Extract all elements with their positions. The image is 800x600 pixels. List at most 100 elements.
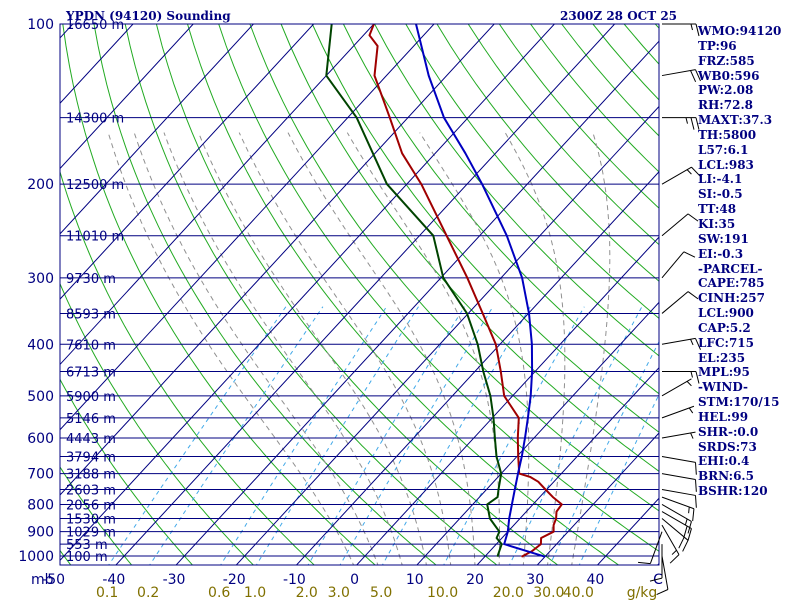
mixing-ratio-label: 40.0 bbox=[563, 585, 594, 600]
sounding-profiles bbox=[325, 24, 563, 558]
height-label: 4443 m bbox=[66, 432, 116, 447]
mixing-ratio-line bbox=[108, 306, 287, 565]
index-item: -PARCEL- bbox=[698, 261, 763, 276]
mixing-ratio-line bbox=[443, 306, 585, 565]
moist-adiabat-line bbox=[504, 132, 566, 565]
wind-barb bbox=[661, 166, 701, 185]
index-item: KI:35 bbox=[698, 216, 736, 231]
mixing-ratio-label: 2.0 bbox=[296, 585, 318, 600]
height-label: 3794 m bbox=[66, 450, 116, 465]
parcel-trace bbox=[415, 24, 546, 558]
pressure-tick-label: 400 bbox=[27, 337, 54, 353]
wind-barb bbox=[661, 504, 692, 534]
wind-barb bbox=[662, 371, 700, 384]
index-item: BRN:6.5 bbox=[698, 469, 754, 484]
height-label: 1029 m bbox=[66, 526, 116, 541]
isotherm-line bbox=[60, 24, 435, 431]
wind-barb bbox=[638, 531, 663, 565]
height-label: 553 m bbox=[66, 538, 108, 553]
index-item: HEL:99 bbox=[698, 409, 749, 424]
dry-adiabat-line bbox=[60, 378, 194, 565]
index-item: EL:235 bbox=[698, 350, 746, 365]
wind-barb bbox=[661, 524, 680, 564]
wind-barb bbox=[661, 69, 701, 83]
background-grid bbox=[60, 24, 659, 565]
temperature-tick-label: -50 bbox=[42, 572, 65, 588]
dry-adiabat-line bbox=[93, 24, 437, 565]
pressure-tick-label: 800 bbox=[27, 497, 54, 513]
isotherm-line bbox=[60, 24, 194, 170]
index-item: SW:191 bbox=[698, 231, 749, 246]
mixing-ratio-label: 0.1 bbox=[96, 585, 118, 600]
dry-adiabat-line bbox=[155, 24, 559, 565]
index-item: TP:96 bbox=[698, 38, 737, 53]
wind-barb bbox=[662, 117, 700, 130]
height-label: 11010 m bbox=[66, 230, 124, 245]
dry-adiabat-line bbox=[218, 24, 659, 552]
dry-adiabat-line bbox=[60, 170, 315, 565]
moist-adiabat-line bbox=[419, 132, 530, 565]
station-title: YPDN (94120) Sounding bbox=[66, 9, 231, 23]
mixing-ratio-line bbox=[508, 306, 643, 565]
index-list: WMO:94120 TP:96 FRZ:585 WB0:596 PW:2.08 RH:72… bbox=[698, 24, 781, 499]
mixing-ratio-line bbox=[307, 306, 465, 565]
isotherm-line bbox=[235, 105, 659, 565]
height-label: 8593 m bbox=[66, 307, 116, 322]
pressure-tick-label: 100 bbox=[27, 17, 54, 33]
sounding-time: 2300Z 28 OCT 25 bbox=[560, 9, 678, 23]
isotherm-line bbox=[60, 24, 255, 235]
height-label: 12500 m bbox=[66, 178, 124, 193]
wind-barb bbox=[661, 496, 695, 522]
wind-barb bbox=[661, 405, 695, 419]
index-item: CAPE:785 bbox=[698, 276, 765, 291]
dewpoint-profile bbox=[325, 24, 503, 558]
index-item: LCL:983 bbox=[698, 157, 754, 172]
mixing-ratio-line bbox=[255, 306, 419, 565]
mixing-ratio-line bbox=[578, 393, 659, 565]
wind-barbs bbox=[638, 23, 701, 595]
index-item: BSHR:120 bbox=[698, 484, 768, 499]
temperature-tick-label: -10 bbox=[283, 572, 306, 588]
mixing-ratio-label: 0.6 bbox=[208, 585, 230, 600]
dry-adiabat-line bbox=[124, 24, 498, 565]
isotherm-line bbox=[60, 24, 495, 496]
height-label: 3188 m bbox=[66, 468, 116, 483]
index-item: PW:2.08 bbox=[698, 83, 754, 98]
index-item: EHI:0.4 bbox=[698, 454, 750, 469]
dry-adiabat-line bbox=[342, 24, 659, 395]
index-item: SHR-:0.0 bbox=[698, 424, 759, 439]
pressure-tick-label: 600 bbox=[27, 431, 54, 447]
pressure-tick-label: 1000 bbox=[18, 549, 54, 565]
isotherm-line bbox=[60, 24, 556, 562]
wind-barb bbox=[661, 455, 697, 475]
mixing-ratio-label: 5.0 bbox=[370, 585, 392, 600]
mixing-ratio-line bbox=[149, 306, 324, 565]
height-label: 9730 m bbox=[66, 272, 116, 287]
index-item: MAXT:37.3 bbox=[698, 113, 773, 128]
pressure-tick-label: 500 bbox=[27, 389, 54, 405]
temperature-tick-label: 40 bbox=[586, 572, 604, 588]
mixing-ratio-label: 30.0 bbox=[533, 585, 564, 600]
pressure-tick-label: 300 bbox=[27, 271, 54, 287]
height-label: 14300 m bbox=[66, 112, 124, 127]
isotherm-line bbox=[115, 24, 616, 565]
index-item: LCL:900 bbox=[698, 306, 754, 321]
wind-barb bbox=[661, 251, 696, 279]
pressure-tick-label: 700 bbox=[27, 467, 54, 483]
mixing-ratio-line bbox=[549, 340, 659, 565]
mixing-ratio-label: 1.0 bbox=[244, 585, 266, 600]
wind-barb bbox=[661, 378, 692, 397]
mixing-ratio-unit-label: g/kg bbox=[627, 585, 658, 600]
index-item: RH:72.8 bbox=[698, 98, 753, 113]
isotherm-line bbox=[60, 24, 315, 300]
isotherm-line bbox=[60, 24, 375, 366]
pressure-tick-label: 900 bbox=[27, 525, 54, 541]
index-item: FRZ:585 bbox=[698, 53, 755, 68]
height-label: 6713 m bbox=[66, 366, 116, 381]
index-item: EI:-0.3 bbox=[698, 246, 744, 261]
plot-frame bbox=[59, 23, 660, 566]
index-item: LI:-4.1 bbox=[698, 172, 743, 187]
height-label: 5146 m bbox=[66, 412, 116, 427]
temperature-tick-label: -20 bbox=[223, 572, 246, 588]
